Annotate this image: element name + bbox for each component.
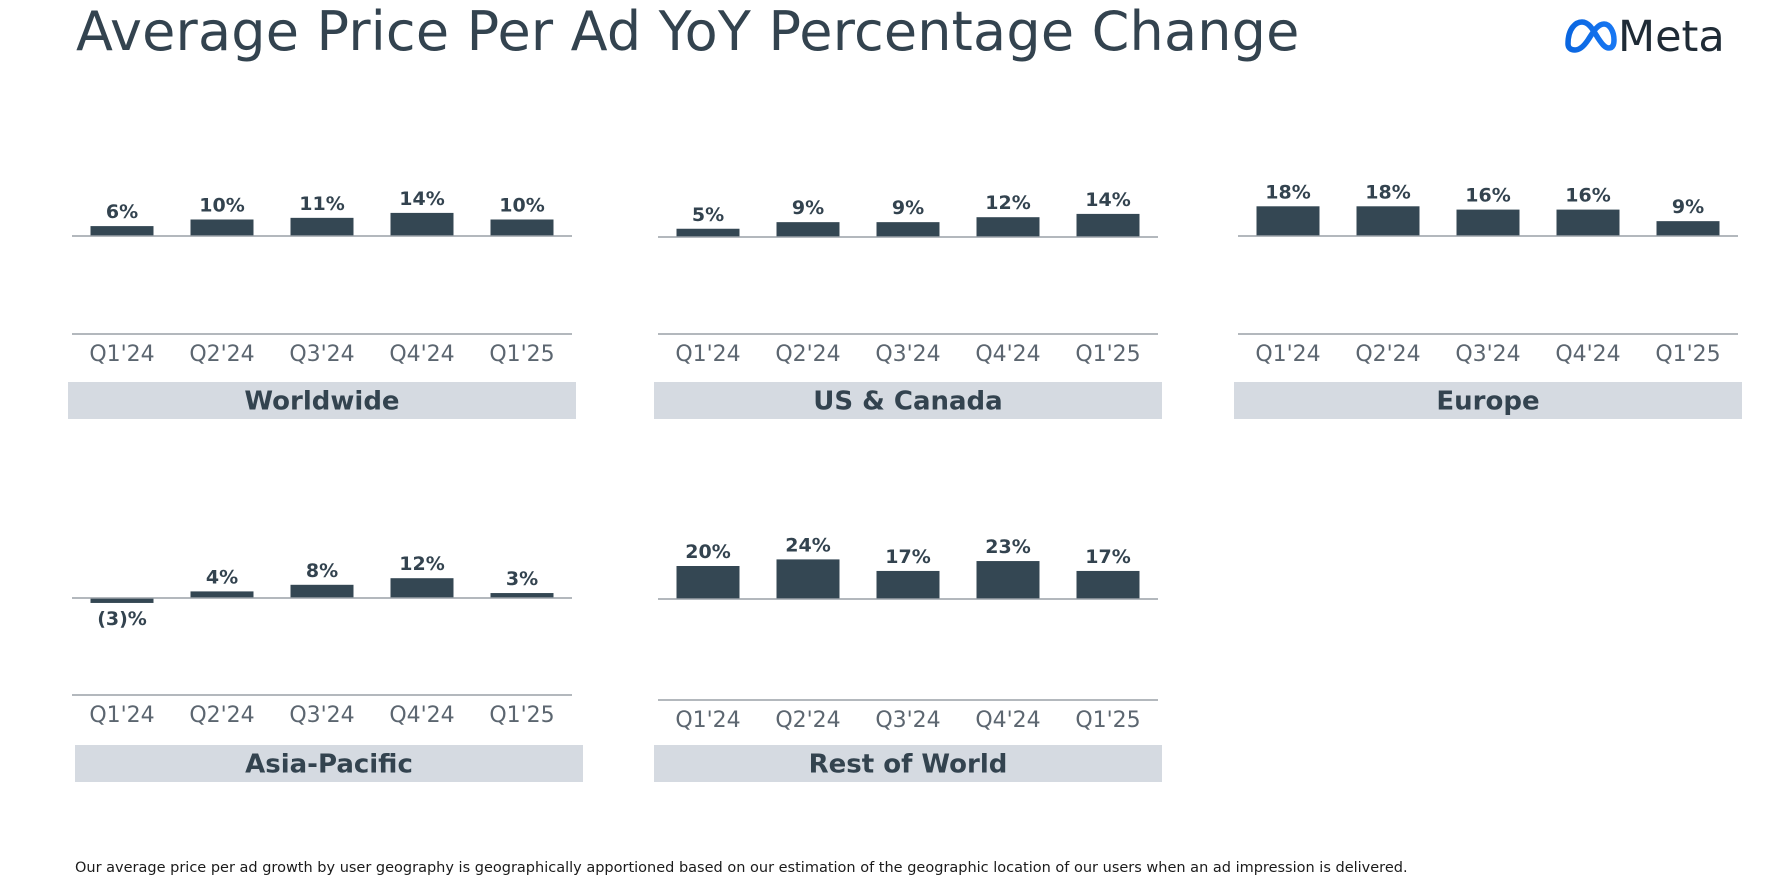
data-label-asia-pacific-2: 4% <box>206 566 238 588</box>
tick-label-rest-of-world-2: Q2'24 <box>775 708 840 733</box>
bar-asia-pacific-3 <box>290 584 354 598</box>
tick-label-asia-pacific-1: Q1'24 <box>89 703 154 728</box>
region-label-rest-of-world: Rest of World <box>809 750 1008 780</box>
bar-rest-of-world-5 <box>1076 570 1140 599</box>
data-label-rest-of-world-3: 17% <box>885 546 930 568</box>
region-band-europe <box>1234 382 1742 419</box>
bar-worldwide-5 <box>490 219 554 236</box>
data-label-europe-1: 18% <box>1265 181 1310 203</box>
bar-us-canada-4 <box>976 217 1040 237</box>
bar-europe-3 <box>1456 209 1520 236</box>
bar-europe-2 <box>1356 206 1420 236</box>
data-label-us-canada-2: 9% <box>792 197 824 219</box>
region-band-us-canada <box>654 382 1162 419</box>
tick-label-rest-of-world-1: Q1'24 <box>675 708 740 733</box>
tick-label-rest-of-world-4: Q4'24 <box>975 708 1040 733</box>
tick-label-europe-3: Q3'24 <box>1455 342 1520 367</box>
tick-label-worldwide-1: Q1'24 <box>89 342 154 367</box>
data-label-rest-of-world-1: 20% <box>685 541 730 563</box>
region-band-worldwide <box>68 382 576 419</box>
data-label-asia-pacific-3: 8% <box>306 560 338 582</box>
tick-label-us-canada-3: Q3'24 <box>875 342 940 367</box>
bar-rest-of-world-4 <box>976 561 1040 599</box>
bar-rest-of-world-1 <box>676 566 740 599</box>
bar-europe-4 <box>1556 209 1620 236</box>
bar-us-canada-1 <box>676 228 740 237</box>
tick-label-europe-5: Q1'25 <box>1655 342 1720 367</box>
region-label-us-canada: US & Canada <box>813 387 1002 417</box>
bar-asia-pacific-5 <box>490 593 554 598</box>
bar-us-canada-5 <box>1076 213 1140 237</box>
tick-label-worldwide-2: Q2'24 <box>189 342 254 367</box>
data-label-worldwide-2: 10% <box>199 195 244 217</box>
tick-label-asia-pacific-3: Q3'24 <box>289 703 354 728</box>
region-label-worldwide: Worldwide <box>244 387 399 417</box>
data-label-worldwide-1: 6% <box>106 201 138 223</box>
bar-rest-of-world-2 <box>776 559 840 599</box>
tick-label-worldwide-3: Q3'24 <box>289 342 354 367</box>
bar-worldwide-4 <box>390 212 454 236</box>
tick-label-us-canada-4: Q4'24 <box>975 342 1040 367</box>
tick-label-us-canada-2: Q2'24 <box>775 342 840 367</box>
region-label-europe: Europe <box>1436 387 1539 417</box>
meta-infinity-icon <box>1565 19 1617 53</box>
region-band-asia-pacific <box>75 745 583 782</box>
data-label-us-canada-5: 14% <box>1085 189 1130 211</box>
footnote: Our average price per ad growth by user … <box>75 860 1408 876</box>
data-label-worldwide-3: 11% <box>299 193 344 215</box>
bar-asia-pacific-2 <box>190 591 254 598</box>
data-label-asia-pacific-1: (3)% <box>97 608 147 630</box>
bar-asia-pacific-4 <box>390 578 454 598</box>
meta-wordmark: Meta <box>1618 12 1725 62</box>
bar-worldwide-3 <box>290 217 354 236</box>
bar-us-canada-3 <box>876 222 940 237</box>
data-label-us-canada-4: 12% <box>985 192 1030 214</box>
data-label-europe-5: 9% <box>1672 196 1704 218</box>
bar-rest-of-world-3 <box>876 570 940 599</box>
data-label-us-canada-3: 9% <box>892 197 924 219</box>
page-title: Average Price Per Ad YoY Percentage Chan… <box>76 0 1300 63</box>
tick-label-europe-2: Q2'24 <box>1355 342 1420 367</box>
meta-logo: Meta <box>1562 12 1732 62</box>
data-label-rest-of-world-2: 24% <box>785 534 830 556</box>
bar-us-canada-2 <box>776 222 840 237</box>
region-label-asia-pacific: Asia-Pacific <box>245 750 413 780</box>
tick-label-europe-1: Q1'24 <box>1255 342 1320 367</box>
data-label-europe-2: 18% <box>1365 181 1410 203</box>
tick-label-asia-pacific-5: Q1'25 <box>489 703 554 728</box>
bar-worldwide-1 <box>90 226 154 236</box>
tick-label-us-canada-5: Q1'25 <box>1075 342 1140 367</box>
data-label-asia-pacific-5: 3% <box>506 568 538 590</box>
data-label-rest-of-world-5: 17% <box>1085 546 1130 568</box>
data-label-europe-3: 16% <box>1465 185 1510 207</box>
tick-label-us-canada-1: Q1'24 <box>675 342 740 367</box>
bar-worldwide-2 <box>190 219 254 236</box>
region-band-rest-of-world <box>654 745 1162 782</box>
data-label-asia-pacific-4: 12% <box>399 553 444 575</box>
tick-label-europe-4: Q4'24 <box>1555 342 1620 367</box>
tick-label-worldwide-4: Q4'24 <box>389 342 454 367</box>
tick-label-asia-pacific-2: Q2'24 <box>189 703 254 728</box>
tick-label-rest-of-world-3: Q3'24 <box>875 708 940 733</box>
bar-asia-pacific-1 <box>90 598 154 603</box>
bar-europe-5 <box>1656 221 1720 236</box>
data-label-worldwide-4: 14% <box>399 188 444 210</box>
data-label-europe-4: 16% <box>1565 185 1610 207</box>
data-label-rest-of-world-4: 23% <box>985 536 1030 558</box>
data-label-worldwide-5: 10% <box>499 195 544 217</box>
data-label-us-canada-1: 5% <box>692 204 724 226</box>
tick-label-rest-of-world-5: Q1'25 <box>1075 708 1140 733</box>
tick-label-asia-pacific-4: Q4'24 <box>389 703 454 728</box>
tick-label-worldwide-5: Q1'25 <box>489 342 554 367</box>
bar-europe-1 <box>1256 206 1320 236</box>
